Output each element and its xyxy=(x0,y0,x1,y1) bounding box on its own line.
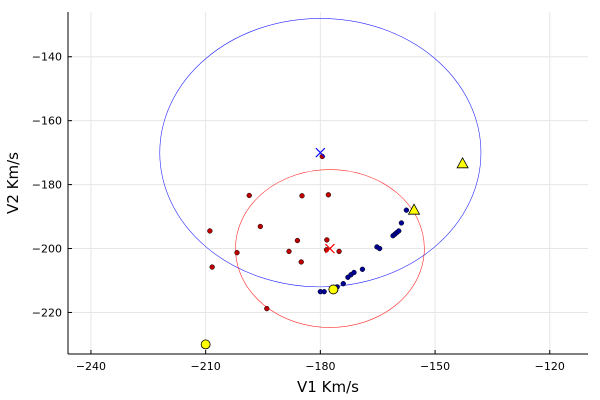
data-point xyxy=(246,192,252,199)
x-tick-label: −240 xyxy=(76,360,106,373)
data-point xyxy=(234,250,240,256)
data-point xyxy=(294,237,301,244)
x-tick-label: −120 xyxy=(535,360,565,373)
data-point xyxy=(376,245,383,252)
y-tick-label: −180 xyxy=(32,179,62,192)
data-point xyxy=(359,266,366,272)
y-tick-label: −160 xyxy=(32,115,62,128)
yellow-circle-marker xyxy=(328,284,339,295)
data-point xyxy=(396,228,402,234)
data-point xyxy=(286,248,292,255)
data-point xyxy=(257,223,263,230)
y-tick-label: −140 xyxy=(32,51,62,64)
data-point xyxy=(336,248,342,255)
y-tick-label: −200 xyxy=(32,243,62,256)
data-point xyxy=(209,264,215,270)
data-point xyxy=(298,259,304,265)
data-point xyxy=(403,207,410,213)
data-point xyxy=(324,237,330,243)
data-point xyxy=(207,228,213,234)
x-tick-label: −180 xyxy=(305,360,335,373)
data-point xyxy=(299,193,305,199)
data-point xyxy=(351,269,357,276)
grid xyxy=(68,12,588,354)
center-cross-marker xyxy=(324,243,335,254)
x-axis-label: V1 Km/s xyxy=(297,378,359,396)
y-axis-label: V2 Km/s xyxy=(4,152,22,214)
x-tick-label: −210 xyxy=(191,360,221,373)
yellow-triangle-marker xyxy=(456,156,469,169)
data-point xyxy=(264,305,270,312)
ticks: −240 −210 −180 −150 −120 −140 −160 −180 −200 −220 xyxy=(32,51,565,373)
region-circle xyxy=(235,169,425,328)
data-point xyxy=(321,289,327,295)
axes xyxy=(67,12,588,355)
center-cross-marker xyxy=(315,147,326,158)
data-point xyxy=(325,192,332,198)
data-marks xyxy=(200,147,469,350)
x-tick-label: −150 xyxy=(420,360,450,373)
y-tick-label: −220 xyxy=(32,306,62,319)
yellow-triangle-marker xyxy=(407,203,421,215)
data-point xyxy=(340,281,346,287)
region-circle xyxy=(159,18,482,288)
region-circles xyxy=(159,18,482,328)
data-point xyxy=(398,220,405,226)
yellow-circle-marker xyxy=(200,339,211,350)
